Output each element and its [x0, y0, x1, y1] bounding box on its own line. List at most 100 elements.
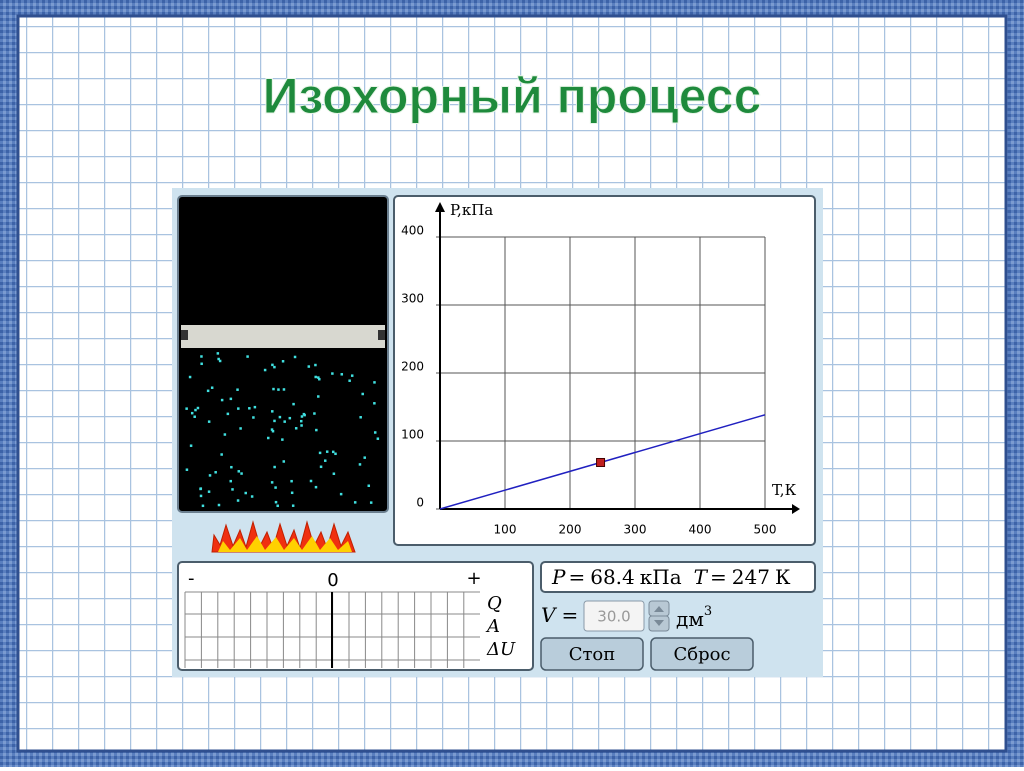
- molecule: [274, 486, 277, 489]
- x-tick-label: 200: [559, 523, 582, 537]
- energy-row-label: Q: [487, 593, 502, 614]
- molecule: [193, 415, 196, 418]
- molecule: [217, 357, 220, 361]
- molecule: [278, 415, 282, 419]
- readout-box: [540, 561, 816, 593]
- spin-arrows: [654, 606, 664, 626]
- molecule: [373, 381, 376, 384]
- molecule: [196, 406, 200, 410]
- molecule: [207, 490, 211, 493]
- flame: [211, 520, 356, 553]
- unit: дм: [676, 607, 704, 631]
- molecule: [218, 359, 222, 363]
- volume-value: 30.0: [597, 608, 630, 626]
- piston: [181, 325, 385, 348]
- molecule: [282, 388, 286, 391]
- flame-core: [218, 536, 352, 552]
- molecule: [376, 437, 380, 440]
- molecule: [199, 487, 202, 491]
- molecule: [314, 485, 318, 489]
- unit-power: 3: [704, 604, 712, 619]
- molecule: [276, 504, 279, 508]
- molecule: [350, 374, 354, 377]
- readout: P = 68.4 кПа T = 247 К: [551, 565, 791, 589]
- molecule: [290, 491, 294, 495]
- stop-button[interactable]: [540, 637, 644, 671]
- y-tick-label: 400: [401, 224, 424, 238]
- molecule: [369, 501, 373, 504]
- molecule: [273, 465, 276, 469]
- x-tick-label: 400: [689, 523, 712, 537]
- molecule: [281, 438, 284, 441]
- molecule: [348, 379, 351, 382]
- molecule: [263, 368, 267, 372]
- molecule: [246, 355, 249, 358]
- molecule: [271, 429, 275, 433]
- molecule: [318, 451, 322, 455]
- molecule: [236, 499, 240, 502]
- molecule: [300, 424, 303, 427]
- volume-unit: дм3: [676, 604, 712, 631]
- gas: [185, 352, 380, 508]
- molecule: [373, 431, 377, 434]
- molecule: [281, 360, 285, 363]
- volume-label: V =: [541, 603, 578, 627]
- molecule: [207, 420, 211, 423]
- molecule: [317, 376, 320, 379]
- molecule: [271, 363, 274, 367]
- molecule: [216, 352, 220, 355]
- molecule: [229, 397, 233, 401]
- molecule: [314, 363, 317, 367]
- molecule: [220, 453, 223, 456]
- reset-button[interactable]: [650, 637, 754, 671]
- molecule: [271, 410, 274, 413]
- molecule: [282, 460, 286, 463]
- molecule: [363, 456, 366, 459]
- molecule: [252, 416, 255, 419]
- molecule: [185, 407, 188, 410]
- molecule: [332, 472, 336, 475]
- molecule: [229, 479, 233, 483]
- molecule: [359, 416, 362, 419]
- molecule: [290, 479, 293, 483]
- molecule: [315, 428, 318, 432]
- t-unit: К: [775, 565, 791, 589]
- slide-title: Изохорный процесс: [263, 68, 762, 124]
- molecule: [300, 415, 304, 418]
- piston-stop: [181, 330, 188, 340]
- stop-label: Стоп: [569, 644, 616, 665]
- molecule: [201, 504, 205, 508]
- reset-label: Сброс: [673, 644, 730, 665]
- equals: =: [561, 603, 578, 627]
- energy-plus: +: [466, 568, 481, 589]
- molecule: [367, 484, 371, 488]
- molecule: [248, 407, 251, 410]
- molecule: [236, 388, 239, 391]
- molecule: [267, 436, 270, 440]
- energy-row-label: A: [485, 616, 500, 637]
- molecule: [208, 474, 212, 477]
- molecule: [189, 444, 193, 447]
- volume-input[interactable]: [583, 600, 645, 632]
- y-tick-label: 300: [401, 292, 424, 306]
- molecule: [231, 488, 234, 491]
- molecule: [314, 375, 317, 379]
- molecule: [293, 355, 297, 359]
- molecule: [273, 419, 276, 423]
- chart-panel: [393, 195, 816, 546]
- y-tick-label: 100: [401, 428, 424, 442]
- molecule: [353, 501, 357, 504]
- molecule: [288, 416, 292, 420]
- energy-row-label: ΔU: [486, 639, 516, 660]
- energy-minus: -: [188, 568, 195, 589]
- molecule: [339, 492, 343, 496]
- equals: =: [568, 565, 585, 589]
- molecule: [331, 372, 334, 375]
- y-tick-label: 0: [416, 496, 424, 510]
- molecule: [230, 465, 233, 469]
- molecule: [237, 407, 240, 410]
- molecule: [334, 452, 337, 456]
- y-axis-label: P,кПа: [450, 201, 493, 219]
